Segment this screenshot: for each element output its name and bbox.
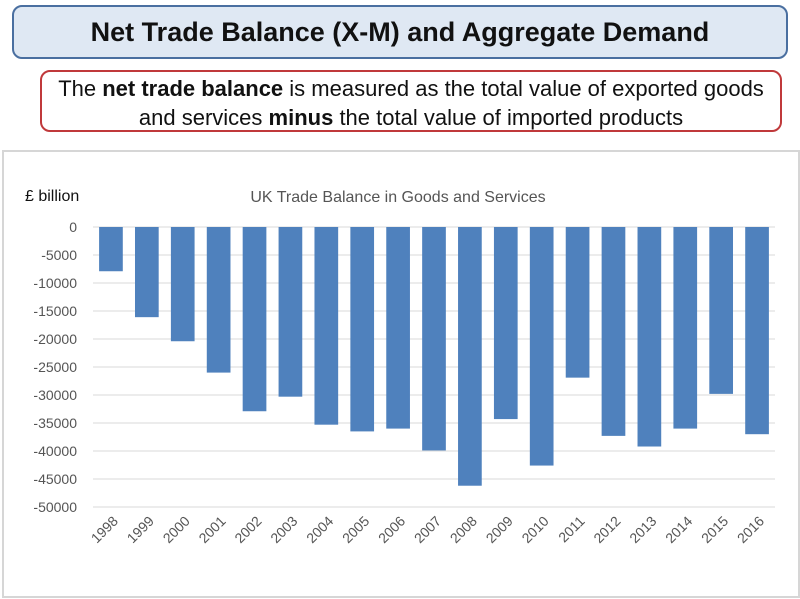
bar-2002 <box>242 227 267 412</box>
y-tick-label: -10000 <box>33 275 77 291</box>
bar-2011 <box>565 227 590 378</box>
y-tick-label: -5000 <box>41 247 77 263</box>
x-tick-label: 1999 <box>124 513 157 546</box>
definition-text: is measured as the total value of export… <box>138 76 764 130</box>
bar-2016 <box>745 227 769 435</box>
x-tick-label: 2013 <box>626 513 659 546</box>
x-tick-label: 2011 <box>555 513 588 546</box>
x-tick-label: 2005 <box>339 513 372 546</box>
x-tick-label: 2002 <box>231 513 264 546</box>
definition-box: The net trade balance is measured as the… <box>40 70 782 132</box>
bar-2004 <box>314 227 339 425</box>
x-tick-label: 2016 <box>734 513 767 546</box>
y-tick-label: -35000 <box>33 415 77 431</box>
y-tick-label: -20000 <box>33 331 77 347</box>
definition-bold-minus: minus <box>268 105 334 130</box>
y-tick-label: -25000 <box>33 359 77 375</box>
definition-bold-term: net trade balance <box>102 76 284 101</box>
x-tick-label: 2012 <box>590 513 623 546</box>
bar-2005 <box>350 227 375 432</box>
bar-2012 <box>601 227 626 436</box>
y-axis-label: £ billion <box>25 188 79 205</box>
bar-2007 <box>422 227 446 451</box>
x-tick-label: 2001 <box>195 513 228 546</box>
x-tick-label: 2003 <box>267 513 300 546</box>
page-title: Net Trade Balance (X-M) and Aggregate De… <box>12 5 788 59</box>
y-tick-label: -30000 <box>33 387 77 403</box>
bar-2003 <box>278 227 303 397</box>
bar-2006 <box>386 227 410 429</box>
definition-text: the total value of imported products <box>333 105 684 130</box>
y-tick-label: 0 <box>69 219 77 235</box>
x-tick-label: 2009 <box>483 513 516 546</box>
bar-2008 <box>458 227 482 486</box>
x-tick-label: 2008 <box>447 513 480 546</box>
y-tick-label: -15000 <box>33 303 77 319</box>
x-tick-label: 2007 <box>411 513 444 546</box>
x-tick-label: 2004 <box>303 513 336 546</box>
chart-title: UK Trade Balance in Goods and Services <box>250 189 545 206</box>
bar-2010 <box>529 227 554 466</box>
bar-2013 <box>637 227 662 447</box>
y-tick-label: -50000 <box>33 499 77 515</box>
bar-1998 <box>99 227 123 272</box>
x-tick-label: 2015 <box>698 513 731 546</box>
bar-2001 <box>206 227 231 373</box>
x-tick-label: 2006 <box>375 513 408 546</box>
bar-2000 <box>170 227 195 342</box>
x-tick-label: 2014 <box>662 513 695 546</box>
x-tick-label: 2000 <box>160 513 193 546</box>
y-tick-label: -40000 <box>33 443 77 459</box>
y-tick-label: -45000 <box>33 471 77 487</box>
bar-2009 <box>493 227 518 420</box>
x-tick-label: 2010 <box>518 513 551 546</box>
definition-text: The <box>58 76 103 101</box>
bar-2014 <box>673 227 698 429</box>
bar-1999 <box>134 227 159 318</box>
bar-2015 <box>709 227 734 394</box>
x-tick-label: 1998 <box>88 513 121 546</box>
